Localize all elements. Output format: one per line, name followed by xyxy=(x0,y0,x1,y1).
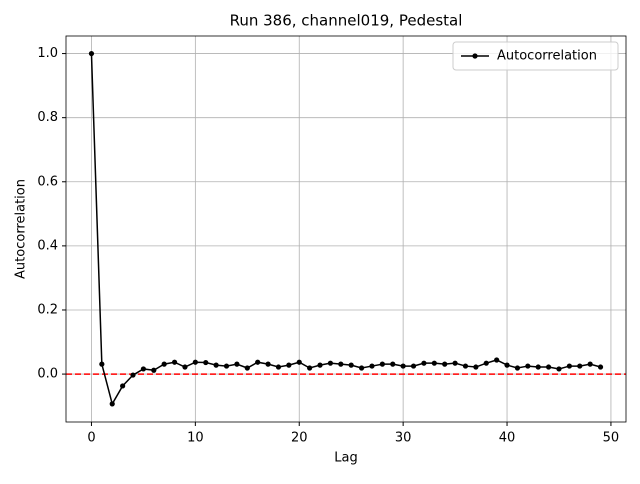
data-point xyxy=(421,360,427,366)
data-point xyxy=(400,363,406,369)
data-point xyxy=(338,361,344,367)
data-point xyxy=(161,361,167,367)
y-tick-label: 0.6 xyxy=(37,174,58,189)
data-point xyxy=(223,363,230,369)
data-point xyxy=(234,361,240,367)
data-point xyxy=(151,367,157,373)
data-point xyxy=(587,361,593,367)
y-axis-label: Autocorrelation xyxy=(14,179,29,279)
data-point xyxy=(358,365,365,371)
x-tick-label: 10 xyxy=(187,431,204,446)
legend-marker xyxy=(472,53,478,59)
y-tick-label: 1.0 xyxy=(37,46,58,61)
data-point xyxy=(203,359,209,366)
data-point xyxy=(452,360,458,366)
y-tick-label: 0.4 xyxy=(37,238,58,253)
data-point xyxy=(265,361,271,367)
data-point xyxy=(109,401,115,407)
data-point xyxy=(255,359,261,365)
x-tick-label: 40 xyxy=(499,431,516,446)
chart-title: Run 386, channel019, Pedestal xyxy=(230,12,463,30)
data-point xyxy=(275,364,282,370)
x-tick-label: 20 xyxy=(291,431,308,446)
y-tick-label: 0.2 xyxy=(37,302,58,317)
data-point xyxy=(535,364,541,370)
data-point xyxy=(182,364,188,370)
data-point xyxy=(577,363,583,369)
x-tick-label: 50 xyxy=(603,431,620,446)
x-tick-label: 30 xyxy=(395,431,412,446)
data-point xyxy=(120,383,126,389)
data-point xyxy=(514,365,521,371)
data-point xyxy=(556,366,562,372)
data-point xyxy=(597,364,604,370)
data-point xyxy=(431,360,437,366)
data-point xyxy=(410,363,417,369)
data-point xyxy=(317,362,323,368)
data-point xyxy=(348,362,354,368)
y-tick-label: 0.8 xyxy=(37,110,58,125)
legend-box xyxy=(452,41,619,71)
data-point xyxy=(99,361,105,367)
data-point xyxy=(327,360,334,366)
data-point xyxy=(379,361,385,367)
data-point xyxy=(192,359,198,365)
data-point xyxy=(483,360,489,366)
data-point xyxy=(390,361,396,367)
legend: Autocorrelation xyxy=(452,41,619,71)
data-point xyxy=(462,363,469,369)
data-point xyxy=(442,361,448,367)
data-point xyxy=(369,363,375,369)
data-point xyxy=(88,50,95,57)
data-point xyxy=(130,372,136,378)
data-point xyxy=(566,363,572,369)
plot-frame xyxy=(65,35,627,423)
data-point xyxy=(494,357,500,363)
data-point xyxy=(244,365,250,371)
data-point xyxy=(473,364,479,370)
x-axis-label: Lag xyxy=(334,451,357,466)
data-point xyxy=(296,359,302,365)
data-point xyxy=(307,365,313,371)
data-point xyxy=(213,362,219,368)
data-point xyxy=(504,362,510,368)
data-point xyxy=(545,364,552,370)
data-point xyxy=(171,359,178,365)
data-point xyxy=(525,363,531,369)
x-tick-label: 0 xyxy=(87,431,95,446)
data-point xyxy=(286,362,292,368)
data-point xyxy=(140,366,147,372)
legend-label: Autocorrelation xyxy=(497,49,597,64)
y-tick-label: 0.0 xyxy=(37,367,58,382)
